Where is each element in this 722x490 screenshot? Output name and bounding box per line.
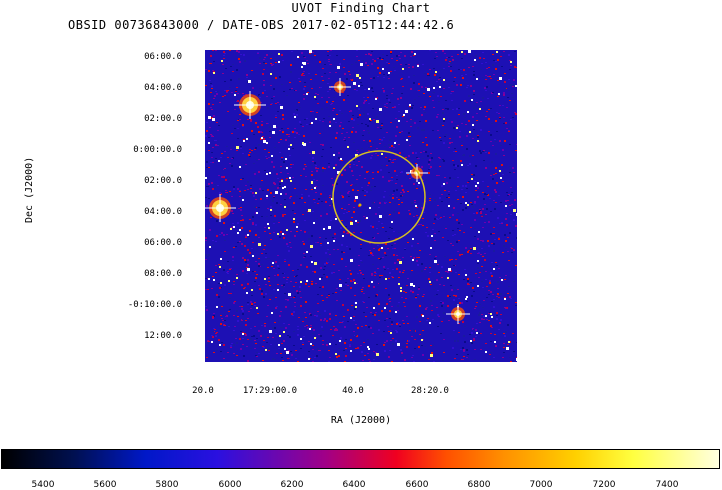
dec-tick-label: -0:10:00.0 xyxy=(127,300,182,310)
colorbar-label: 7200 xyxy=(592,480,616,490)
dec-axis-ticks: 06:00.0 04:00.0 02:00.0 0:00:00.0 02:00.… xyxy=(60,0,182,489)
dec-tick-label: 02:00.0 xyxy=(144,114,182,124)
x-axis-label: RA (J2000) xyxy=(330,415,392,426)
dec-tick-label: 06:00.0 xyxy=(144,52,182,62)
colorbar-label: 5800 xyxy=(155,480,179,490)
ra-tick-label: 17:29:00.0 xyxy=(242,386,298,396)
error-circle xyxy=(332,150,426,244)
dec-tick-label: 02:00.0 xyxy=(144,176,182,186)
colorbar-label: 6200 xyxy=(280,480,304,490)
colorbar-label: 6000 xyxy=(218,480,242,490)
dec-tick-label: 0:00:00.0 xyxy=(133,145,182,155)
dec-tick-label: 06:00.0 xyxy=(144,238,182,248)
colorbar-label: 6400 xyxy=(342,480,366,490)
colorbar-label: 6600 xyxy=(405,480,429,490)
colorbar-label: 7000 xyxy=(529,480,553,490)
colorbar-label: 5600 xyxy=(93,480,117,490)
source-marker xyxy=(358,203,362,207)
colorbar-label: 7400 xyxy=(655,480,679,490)
chart-subtitle: OBSID 00736843000 / DATE-OBS 2017-02-05T… xyxy=(68,18,455,32)
colorbar xyxy=(1,449,720,469)
dec-tick-label: 08:00.0 xyxy=(144,269,182,279)
dec-tick-label: 04:00.0 xyxy=(144,83,182,93)
y-axis-label: Dec (J2000) xyxy=(24,156,35,223)
colorbar-label: 5400 xyxy=(31,480,55,490)
colorbar-label: 6800 xyxy=(467,480,491,490)
dec-tick-label: 04:00.0 xyxy=(144,207,182,217)
sky-image[interactable] xyxy=(205,50,517,362)
sky-image-canvas xyxy=(205,50,517,362)
bright-star xyxy=(329,78,351,96)
ra-tick-label: 20.0 xyxy=(192,386,214,396)
chart-title: UVOT Finding Chart xyxy=(291,1,431,15)
bright-star xyxy=(234,91,266,119)
bright-star xyxy=(205,194,236,222)
bright-star xyxy=(446,304,470,324)
dec-tick-label: 12:00.0 xyxy=(144,331,182,341)
ra-tick-label: 28:20.0 xyxy=(411,386,449,396)
ra-tick-label: 40.0 xyxy=(342,386,364,396)
